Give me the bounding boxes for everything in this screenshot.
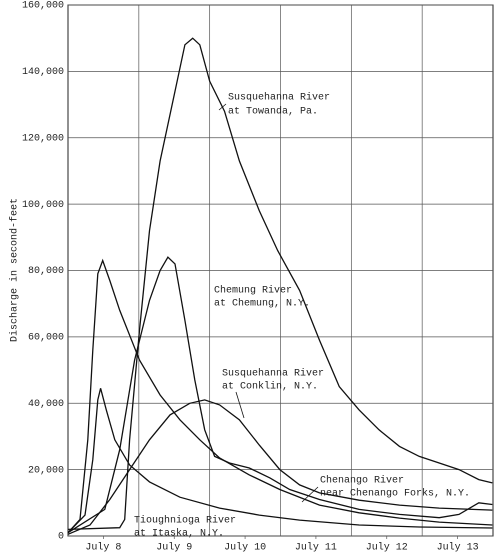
y-tick-label: 0 [58, 532, 64, 543]
leader-line [235, 391, 245, 419]
x-tick-label: July 12 [366, 542, 408, 554]
x-tick-label: July 9 [156, 542, 192, 554]
series-label: Chemung River [214, 285, 292, 297]
series-line [67, 37, 493, 531]
series-line [67, 388, 493, 534]
series-label: Susquehanna River [228, 92, 330, 104]
x-tick-label: July 10 [224, 542, 266, 554]
series-label: at Chemung, N.Y. [214, 298, 310, 310]
series-line [67, 258, 493, 534]
series-label: at Towanda, Pa. [228, 106, 318, 118]
leader-line [301, 486, 319, 503]
y-tick-label: 20,000 [28, 465, 64, 476]
y-axis-label: Discharge in second-feet [9, 198, 21, 342]
y-tick-label: 100,000 [22, 200, 64, 211]
series-label: Tioughnioga River [134, 515, 236, 527]
series-label: near Chenango Forks, N.Y. [320, 488, 470, 500]
y-tick-label: 120,000 [22, 133, 64, 144]
y-tick-label: 80,000 [28, 266, 64, 277]
series-label: at Itaska, N.Y. [134, 528, 224, 540]
x-tick-label: July 11 [295, 542, 337, 554]
series-line [67, 256, 493, 534]
series-label: at Conklin, N.Y. [222, 381, 318, 393]
y-tick-label: 140,000 [22, 67, 64, 78]
y-tick-label: 40,000 [28, 399, 64, 410]
y-tick-label: 60,000 [28, 333, 64, 344]
leader-line [218, 103, 227, 111]
series-line [67, 399, 493, 535]
y-tick-label: 160,000 [22, 1, 64, 12]
x-tick-label: July 8 [85, 542, 121, 554]
series-label: Susquehanna River [222, 368, 324, 380]
x-tick-label: July 13 [437, 542, 479, 554]
series-label: Chenango River [320, 475, 404, 487]
